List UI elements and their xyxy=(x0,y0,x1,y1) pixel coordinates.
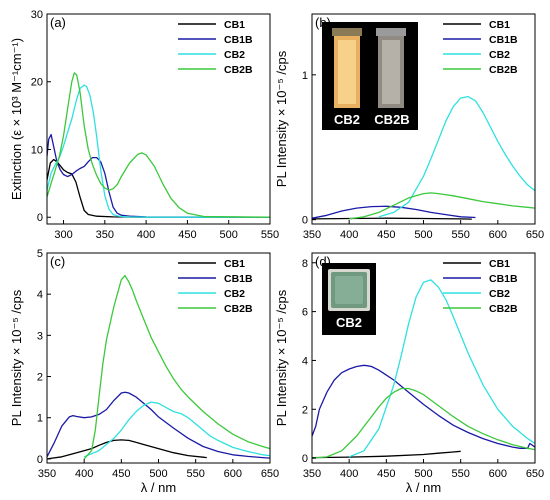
x-tick-label: 500 xyxy=(414,468,432,480)
series-line-cb1b xyxy=(47,391,270,459)
x-tick-label: 500 xyxy=(220,229,238,241)
y-tick-label: 1 xyxy=(302,70,308,82)
x-tick-label: 550 xyxy=(451,229,469,241)
inset-photo-film: CB2 xyxy=(322,263,376,335)
y-tick-label: 0 xyxy=(37,212,43,224)
inset-label-cb2b: CB2B xyxy=(374,112,409,127)
y-tick-label: 2 xyxy=(302,404,308,416)
y-tick-label: 30 xyxy=(31,9,43,21)
x-tick-label: 550 xyxy=(186,468,204,480)
series-line-cb2 xyxy=(47,84,270,218)
plot-frame xyxy=(46,13,271,225)
series-line-cb1b xyxy=(47,133,270,218)
legend-label-cb1b: CB1B xyxy=(224,273,253,285)
y-tick-label: 3 xyxy=(37,330,43,342)
x-tick-label: 500 xyxy=(149,468,167,480)
y-tick-label: 5 xyxy=(37,248,43,260)
y-tick-label: 2 xyxy=(37,372,43,384)
x-tick-label: 300 xyxy=(54,229,72,241)
legend-label-cb2b: CB2B xyxy=(489,64,518,76)
series-line-cb2b xyxy=(47,72,270,218)
chart-panel-1: 300 350 400 450 500 550 0 10 20 30 Extinction (ε ×… xyxy=(9,9,279,241)
y-axis-label: PL Intensity × 10⁻⁵ /cps xyxy=(274,289,289,426)
y-tick-label: 1 xyxy=(37,413,43,425)
series-line-cb2 xyxy=(83,401,270,458)
x-tick-label: 400 xyxy=(75,468,93,480)
y-axis-label: Extinction (ε × 10³ M⁻¹cm⁻¹) xyxy=(9,38,24,200)
x-tick-label: 350 xyxy=(38,468,56,480)
x-tick-label: 400 xyxy=(340,468,358,480)
legend-label-cb2b: CB2B xyxy=(224,64,253,76)
legend-label-cb1: CB1 xyxy=(224,258,245,270)
series-line-cb2 xyxy=(348,279,535,458)
y-tick-label: 6 xyxy=(302,307,308,319)
x-tick-label: 350 xyxy=(303,229,321,241)
series-line-cb2b xyxy=(312,387,535,459)
series-line-cb1 xyxy=(312,217,472,220)
series-line-cb1b xyxy=(312,364,535,449)
y-tick-label: 0 xyxy=(37,454,43,466)
panel-letter: (a) xyxy=(50,15,66,30)
y-tick-label: 4 xyxy=(37,289,43,301)
y-tick-label: 8 xyxy=(302,258,308,270)
legend-label-cb1: CB1 xyxy=(489,258,510,270)
x-tick-label: 350 xyxy=(303,468,321,480)
panel-letter: (c) xyxy=(50,254,65,269)
y-tick-label: 0 xyxy=(302,453,308,465)
legend-label-cb1: CB1 xyxy=(224,19,245,31)
legend-label-cb2: CB2 xyxy=(224,288,245,300)
chart-panel-2: 350 400 450 500 550 600 650 0 1 PL Intensity × 10… xyxy=(274,13,544,241)
x-tick-label: 450 xyxy=(178,229,196,241)
y-tick-label: 20 xyxy=(31,77,43,89)
x-tick-label: 650 xyxy=(261,468,279,480)
inset-label-cb2: CB2 xyxy=(334,112,360,127)
x-tick-label: 550 xyxy=(451,468,469,480)
x-tick-label: 450 xyxy=(377,468,395,480)
x-tick-label: 450 xyxy=(377,229,395,241)
legend-label-cb1b: CB1B xyxy=(489,34,518,46)
y-axis-label: PL Intensity × 10⁻⁵ /cps xyxy=(9,289,24,426)
legend-label-cb1b: CB1B xyxy=(489,273,518,285)
x-tick-label: 500 xyxy=(414,229,432,241)
legend-label-cb1b: CB1B xyxy=(224,34,253,46)
legend-label-cb2: CB2 xyxy=(489,288,510,300)
y-tick-label: 10 xyxy=(31,144,43,156)
x-tick-label: 450 xyxy=(112,468,130,480)
series-line-cb2b xyxy=(349,192,535,220)
series-line-cb2 xyxy=(378,95,535,218)
inset-photo-cuvettes: CB2 CB2B xyxy=(322,22,418,130)
inset-label-cb2: CB2 xyxy=(336,315,362,330)
x-tick-label: 400 xyxy=(137,229,155,241)
legend-label-cb2b: CB2B xyxy=(489,303,518,315)
x-tick-label: 600 xyxy=(224,468,242,480)
y-tick-label: 4 xyxy=(302,355,308,367)
series-line-cb1b xyxy=(312,205,476,219)
legend-label-cb2: CB2 xyxy=(224,49,245,61)
x-tick-label: 650 xyxy=(526,229,544,241)
series-line-cb1 xyxy=(312,450,461,459)
y-tick-label: 0 xyxy=(302,215,308,227)
x-tick-label: 600 xyxy=(489,468,507,480)
series-line-cb1 xyxy=(47,439,207,460)
legend-label-cb1: CB1 xyxy=(489,19,510,31)
legend-label-cb2: CB2 xyxy=(489,49,510,61)
x-axis-label: λ / nm xyxy=(406,480,441,495)
series-line-cb2b xyxy=(83,274,270,460)
x-tick-label: 650 xyxy=(526,468,544,480)
x-tick-label: 400 xyxy=(340,229,358,241)
y-axis-label: PL Intensity × 10⁻⁵ /cps xyxy=(274,50,289,187)
chart-panel-4: 350 400 450 500 550 600 650 0 2 4 6 8 PL Intensity ×… xyxy=(274,252,544,495)
x-axis-label: λ / nm xyxy=(141,480,176,495)
chart-panel-3: 350 400 450 500 550 600 650 0 1 2 3 4 5 PL Intensity … xyxy=(9,248,279,495)
x-tick-label: 600 xyxy=(489,229,507,241)
x-tick-label: 350 xyxy=(96,229,114,241)
series-line-cb1 xyxy=(47,158,270,218)
x-tick-label: 550 xyxy=(261,229,279,241)
legend-label-cb2b: CB2B xyxy=(224,303,253,315)
